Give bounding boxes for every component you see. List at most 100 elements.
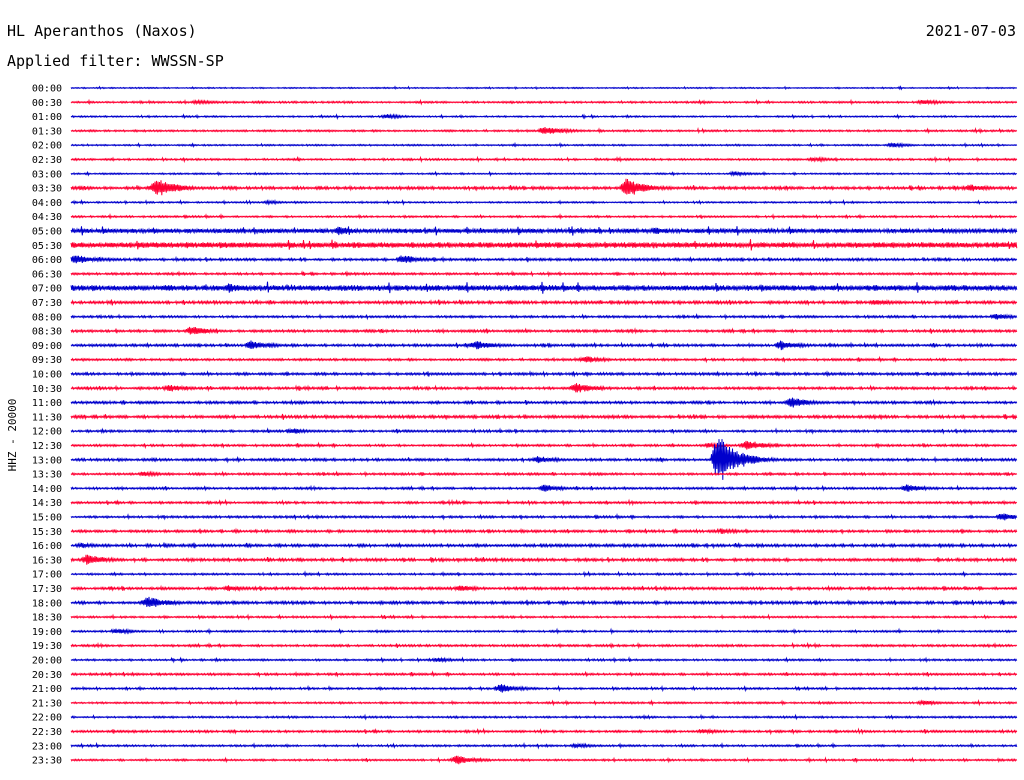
trace-line bbox=[70, 427, 1018, 435]
time-label: 23:00 bbox=[32, 741, 62, 752]
time-label: 03:00 bbox=[32, 169, 62, 180]
trace-line bbox=[70, 596, 1018, 607]
time-label: 10:30 bbox=[32, 384, 62, 395]
time-label: 07:30 bbox=[32, 298, 62, 309]
trace-line bbox=[70, 613, 1018, 621]
time-label: 00:30 bbox=[32, 98, 62, 109]
trace-line bbox=[70, 541, 1018, 550]
time-label: 17:00 bbox=[32, 570, 62, 581]
trace-line bbox=[70, 170, 1018, 177]
trace-line bbox=[70, 213, 1018, 221]
time-label: 14:00 bbox=[32, 484, 62, 495]
time-label-group: 00:00 00:30 01:00 01:30 02:00 02:30 03:00 03:30… bbox=[32, 84, 62, 767]
trace-line bbox=[70, 656, 1018, 664]
trace-line bbox=[70, 627, 1018, 636]
trace-line bbox=[70, 470, 1018, 478]
time-label: 02:30 bbox=[32, 155, 62, 166]
trace-line bbox=[70, 313, 1018, 321]
time-label: 08:00 bbox=[32, 312, 62, 323]
trace-line bbox=[70, 383, 1018, 393]
time-label: 03:30 bbox=[32, 184, 62, 195]
trace-line bbox=[70, 641, 1018, 650]
time-label: 17:30 bbox=[32, 584, 62, 595]
time-label: 04:30 bbox=[32, 212, 62, 223]
time-label: 13:00 bbox=[32, 455, 62, 466]
trace-line bbox=[70, 484, 1018, 492]
trace-line bbox=[70, 281, 1018, 294]
time-label: 06:30 bbox=[32, 269, 62, 280]
time-label: 19:30 bbox=[32, 641, 62, 652]
filter-label: Applied filter: WWSSN-SP bbox=[7, 52, 224, 70]
trace-line bbox=[70, 98, 1018, 106]
time-label: 00:00 bbox=[32, 84, 62, 95]
time-label: 06:00 bbox=[32, 255, 62, 266]
time-label: 21:00 bbox=[32, 684, 62, 695]
time-label: 21:30 bbox=[32, 698, 62, 709]
trace-line bbox=[70, 397, 1018, 408]
time-label: 20:00 bbox=[32, 656, 62, 667]
time-label: 20:30 bbox=[32, 670, 62, 681]
trace-line bbox=[70, 113, 1018, 120]
trace-line bbox=[70, 527, 1018, 535]
time-label: 13:30 bbox=[32, 470, 62, 481]
time-label: 11:00 bbox=[32, 398, 62, 409]
trace-line bbox=[70, 239, 1018, 251]
trace-line bbox=[70, 178, 1018, 196]
time-label: 09:30 bbox=[32, 355, 62, 366]
trace-line bbox=[70, 727, 1018, 736]
time-label: 19:00 bbox=[32, 627, 62, 638]
time-label: 16:00 bbox=[32, 541, 62, 552]
time-label: 15:00 bbox=[32, 513, 62, 524]
trace-line bbox=[70, 513, 1018, 521]
time-label: 05:30 bbox=[32, 241, 62, 252]
time-label: 14:30 bbox=[32, 498, 62, 509]
trace-group bbox=[70, 85, 1018, 765]
time-label: 16:30 bbox=[32, 555, 62, 566]
trace-line bbox=[70, 198, 1018, 206]
trace-line bbox=[70, 370, 1018, 378]
time-label: 22:00 bbox=[32, 713, 62, 724]
trace-line bbox=[70, 141, 1018, 149]
trace-line bbox=[70, 554, 1018, 565]
station-title: HL Aperanthos (Naxos) bbox=[7, 22, 197, 40]
trace-line bbox=[70, 699, 1018, 707]
trace-line bbox=[70, 413, 1018, 421]
trace-line bbox=[70, 670, 1018, 678]
trace-line bbox=[70, 85, 1018, 91]
time-label: 18:30 bbox=[32, 613, 62, 624]
trace-line bbox=[70, 155, 1018, 164]
time-label: 11:30 bbox=[32, 412, 62, 423]
trace-line bbox=[70, 340, 1018, 351]
time-label: 01:00 bbox=[32, 112, 62, 123]
trace-line bbox=[70, 269, 1018, 278]
trace-line bbox=[70, 355, 1018, 364]
trace-line bbox=[70, 439, 1018, 480]
trace-line bbox=[70, 226, 1018, 236]
time-label: 07:00 bbox=[32, 284, 62, 295]
time-label: 12:00 bbox=[32, 427, 62, 438]
time-label: 09:00 bbox=[32, 341, 62, 352]
trace-line bbox=[70, 684, 1018, 693]
trace-line bbox=[70, 440, 1018, 450]
time-label: 15:30 bbox=[32, 527, 62, 538]
trace-line bbox=[70, 498, 1018, 507]
time-label: 02:00 bbox=[32, 141, 62, 152]
time-label: 22:30 bbox=[32, 727, 62, 738]
time-label: 08:30 bbox=[32, 327, 62, 338]
trace-line bbox=[70, 713, 1018, 721]
date-label: 2021-07-03 bbox=[925, 22, 1016, 40]
trace-line bbox=[70, 255, 1018, 264]
time-label: 10:00 bbox=[32, 370, 62, 381]
trace-line bbox=[70, 584, 1018, 592]
time-label: 18:00 bbox=[32, 598, 62, 609]
time-label: 01:30 bbox=[32, 126, 62, 137]
time-label: 04:00 bbox=[32, 198, 62, 209]
trace-line bbox=[70, 570, 1018, 578]
trace-line bbox=[70, 326, 1018, 335]
time-label: 12:30 bbox=[32, 441, 62, 452]
trace-line bbox=[70, 755, 1018, 765]
trace-line bbox=[70, 741, 1018, 750]
trace-line bbox=[70, 126, 1018, 135]
trace-line bbox=[70, 298, 1018, 307]
